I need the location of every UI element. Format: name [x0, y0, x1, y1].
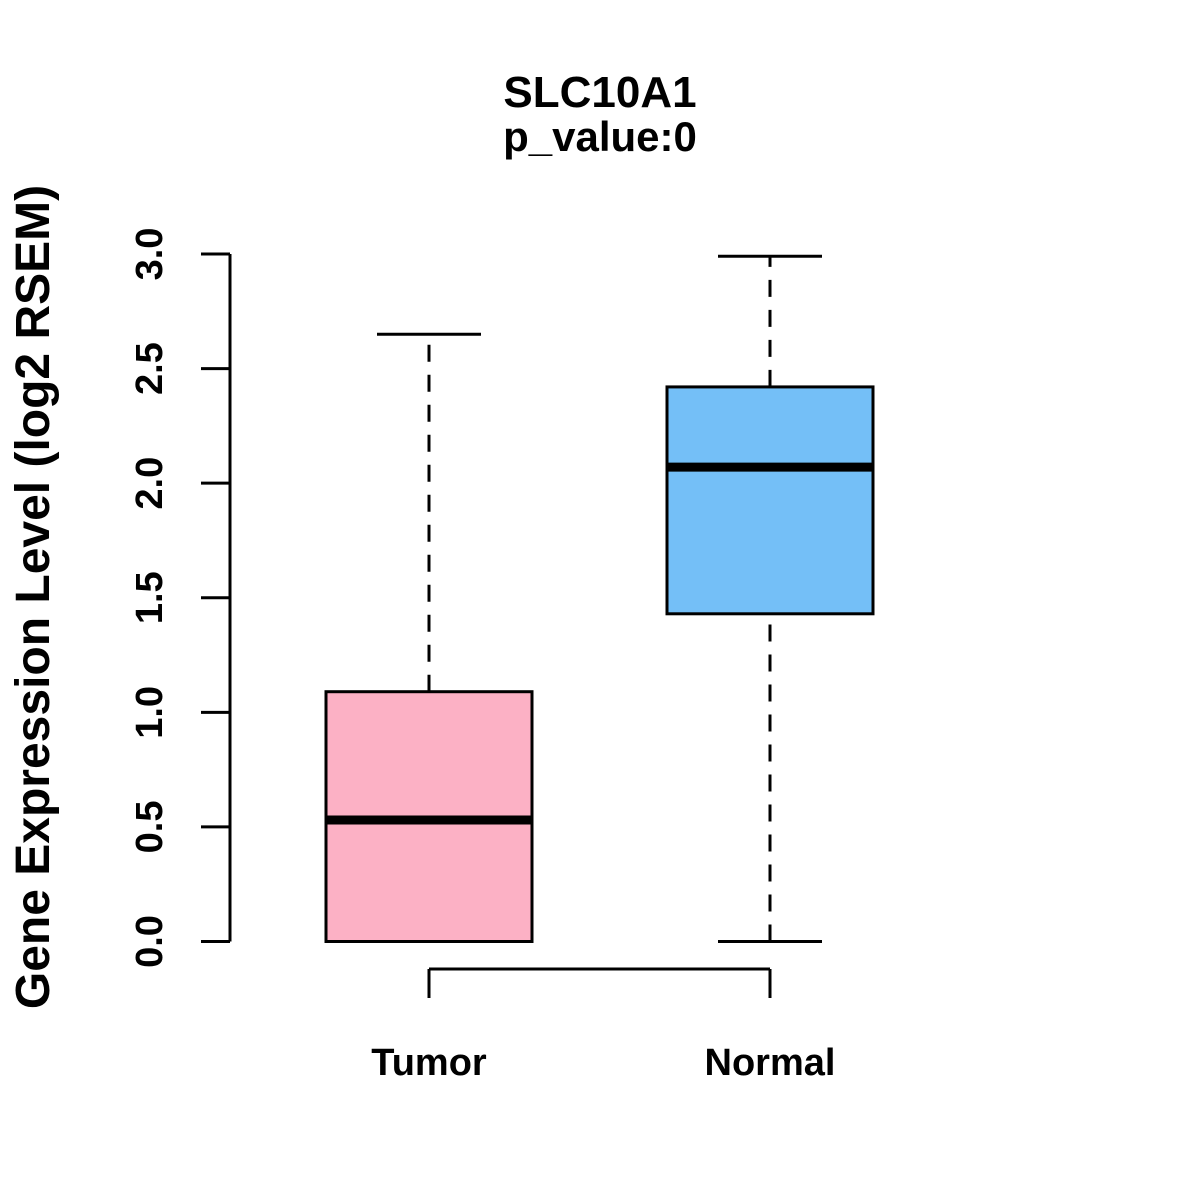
y-axis-label: Gene Expression Level (log2 RSEM)	[7, 185, 60, 1009]
y-tick-label: 0.5	[129, 801, 171, 854]
category-label-tumor: Tumor	[371, 1042, 487, 1084]
y-tick-label: 1.5	[129, 571, 171, 624]
y-tick-label: 0.0	[129, 915, 171, 968]
y-tick-label: 1.0	[129, 686, 171, 739]
chart-title: SLC10A1	[503, 68, 696, 117]
y-tick-label: 3.0	[129, 228, 171, 281]
y-tick-label: 2.0	[129, 457, 171, 510]
chart-subtitle: p_value:0	[503, 113, 697, 160]
y-tick-label: 2.5	[129, 342, 171, 395]
category-label-normal: Normal	[705, 1042, 836, 1084]
normal-box	[665, 385, 875, 616]
